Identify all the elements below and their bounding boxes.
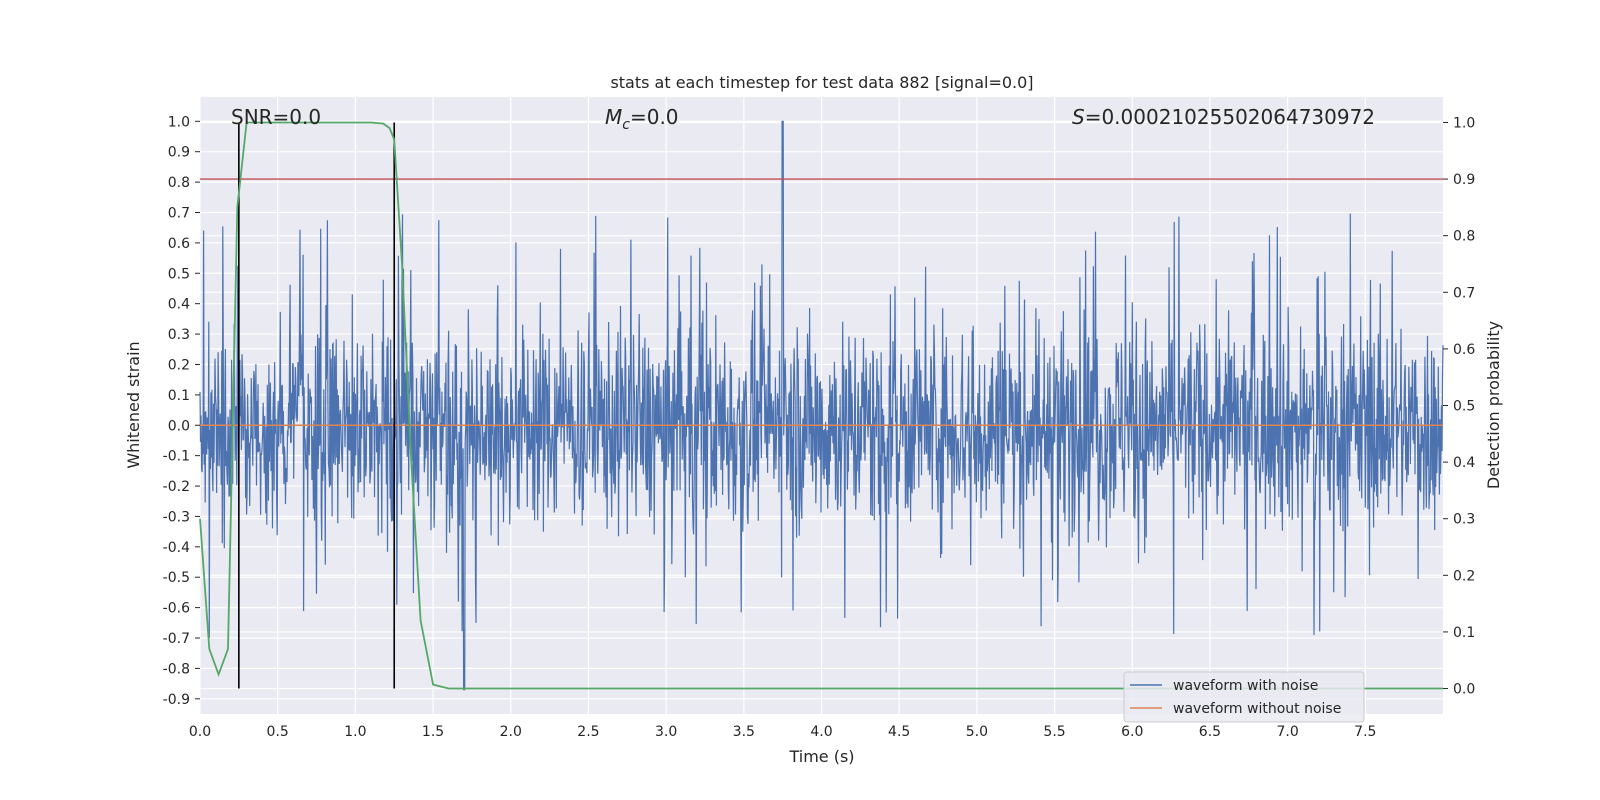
x-tick-label: 3.0	[655, 724, 677, 740]
x-tick-label: 4.0	[810, 724, 832, 740]
y-tick-label: -0.7	[163, 631, 190, 647]
y-tick-label: 0.7	[168, 205, 190, 221]
legend: waveform with noise waveform without noi…	[1123, 671, 1365, 723]
x-tick-label: 4.5	[888, 724, 910, 740]
y-right-tick-label: 0.4	[1453, 455, 1475, 471]
score-annotation: S=0.00021025502064730972	[1072, 105, 1375, 129]
y-tick-label: -0.6	[163, 601, 190, 617]
y-tick-label: 1.0	[168, 114, 190, 130]
y-tick-label: 0.6	[168, 236, 190, 252]
x-tick-label: 2.0	[500, 724, 522, 740]
x-tick-label: 0.0	[189, 724, 211, 740]
y-tick-label: -0.1	[163, 449, 190, 465]
x-tick-label: 1.0	[344, 724, 366, 740]
chirp-mass-value: =0.0	[630, 105, 679, 129]
x-tick-label: 2.5	[577, 724, 599, 740]
y-tick-label: -0.2	[163, 479, 190, 495]
series-layer	[199, 121, 1443, 690]
y-right-tick-label: 0.2	[1453, 568, 1475, 584]
y-tick-label: 0.2	[168, 357, 190, 373]
y-right-tick-label: 0.8	[1453, 229, 1475, 245]
y-right-tick-label: 1.0	[1453, 115, 1475, 131]
score-symbol: S	[1072, 105, 1085, 129]
y-right-tick-label: 0.0	[1453, 682, 1475, 698]
x-tick-label: 5.5	[1043, 724, 1065, 740]
y-right-tick-label: 0.3	[1453, 512, 1475, 528]
x-tick-label: 6.0	[1121, 724, 1143, 740]
chirp-mass-subscript: c	[622, 117, 630, 133]
snr-annotation: SNR=0.0	[231, 105, 321, 129]
y-tick-label: 0.9	[168, 145, 190, 161]
y-axis-label-right: Detection probability	[1484, 321, 1503, 489]
y-right-tick-label: 0.5	[1453, 399, 1475, 415]
y-tick-label: -0.4	[163, 540, 190, 556]
y-right-tick-label: 0.7	[1453, 285, 1475, 301]
x-tick-label: 3.5	[733, 724, 755, 740]
y-right-tick-label: 0.6	[1453, 342, 1475, 358]
y-axis-label: Whitened strain	[124, 341, 143, 468]
detection-probability-line	[199, 121, 1443, 690]
chirp-mass-annotation: Mc=0.0	[605, 105, 679, 133]
y-tick-label: -0.8	[163, 661, 190, 677]
ticks-layer: 0.0 0.5 1.0 1.5 2.0 2.5 3.0 3.5 4.0 4.5 5.0 5.5 6.0 6…	[163, 114, 1476, 740]
chirp-mass-symbol: M	[605, 105, 622, 129]
x-tick-label: 7.0	[1276, 724, 1298, 740]
x-tick-label: 5.0	[966, 724, 988, 740]
y-tick-label: 0.5	[168, 266, 190, 282]
legend-label-clean: waveform without noise	[1173, 701, 1341, 717]
y-tick-label: 0.1	[168, 388, 190, 404]
legend-box	[1123, 671, 1365, 723]
y-right-tick-label: 0.1	[1453, 625, 1475, 641]
y-right-tick-label: 0.9	[1453, 172, 1475, 188]
x-tick-label: 7.5	[1354, 724, 1376, 740]
score-value: =0.00021025502064730972	[1085, 105, 1375, 129]
y-tick-label: 0.4	[168, 297, 190, 313]
chart-title: stats at each timestep for test data 882…	[610, 73, 1033, 92]
y-tick-label: 0.8	[168, 175, 190, 191]
y-tick-label: 0.3	[168, 327, 190, 343]
x-axis-label: Time (s)	[788, 747, 854, 766]
x-tick-label: 6.5	[1199, 724, 1221, 740]
y-tick-label: 0.0	[168, 418, 190, 434]
x-tick-label: 0.5	[267, 724, 289, 740]
noise-waveform-line	[199, 120, 1444, 691]
x-tick-label: 1.5	[422, 724, 444, 740]
y-tick-label: -0.5	[163, 570, 190, 586]
noise-waveform	[199, 120, 1444, 691]
y-tick-label: -0.3	[163, 509, 190, 525]
y-tick-label: -0.9	[163, 692, 190, 708]
legend-label-noise: waveform with noise	[1173, 678, 1318, 694]
